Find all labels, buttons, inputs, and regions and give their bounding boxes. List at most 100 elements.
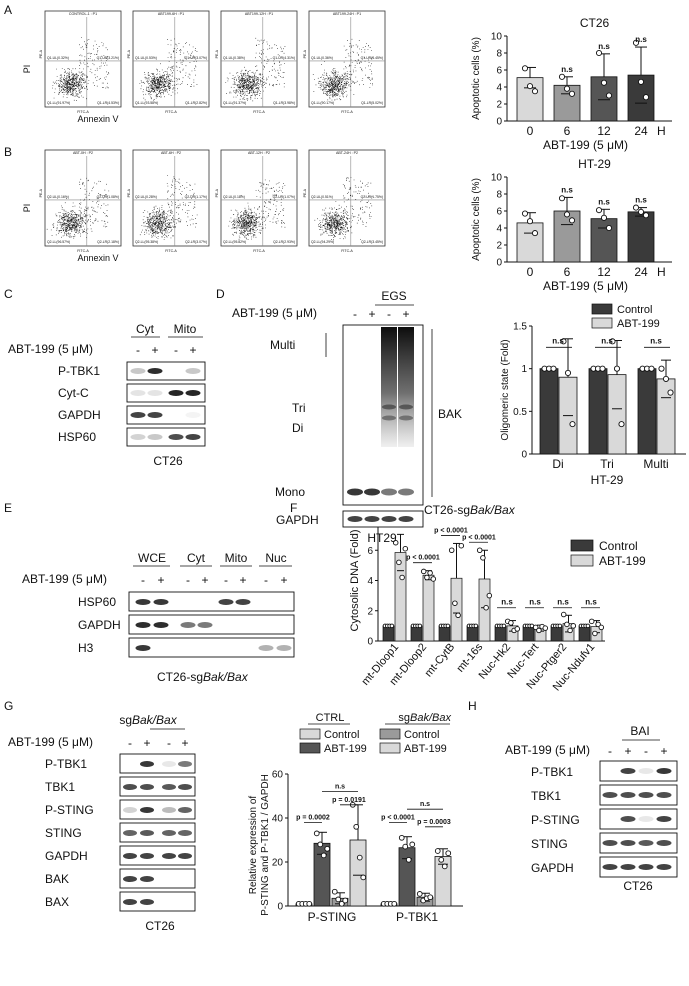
- quadrant-lr-label: Q2-LR(3.07%): [185, 240, 207, 244]
- blot-g-row-label: BAK: [45, 872, 69, 886]
- B-bar-point: [637, 208, 645, 215]
- flow-scatter-events: [314, 177, 373, 241]
- G-sig-label: p = 0.0191: [332, 797, 366, 804]
- G-point: [353, 823, 360, 830]
- G-point: [438, 856, 445, 863]
- blot-h-row-label: P-TBK1: [531, 765, 573, 779]
- F-point: [508, 620, 514, 626]
- G-legend-label: ABT-199: [324, 743, 367, 755]
- flow-y-axis-label: PE-A: [39, 49, 43, 58]
- G-point: [320, 852, 327, 859]
- panel-letter-a: A: [4, 3, 12, 17]
- F-point: [445, 623, 451, 629]
- G-bar-y-tick-label: 20: [272, 858, 284, 869]
- blot-d-band-gapdh: [381, 516, 397, 522]
- panel-letter-b: B: [4, 145, 12, 159]
- G-legend-group-sg: sg: [398, 712, 410, 724]
- B-bar-point: [526, 218, 534, 225]
- D-x-tick-label: Di: [552, 457, 563, 471]
- panel-letter-d: D: [216, 287, 225, 301]
- blot-g-band: [178, 761, 192, 767]
- blot-g-row-box: [119, 891, 196, 912]
- blot-c-band: [185, 390, 201, 396]
- F-bar-mt-16s-1: [478, 578, 491, 642]
- B-bar-y-label: Apoptotic cells (%): [471, 178, 482, 261]
- D-sig-label: n.s: [552, 336, 564, 345]
- blot-d-label-di: Di: [292, 421, 303, 435]
- blot-h-sign: +: [660, 744, 667, 758]
- A-bar-x-tick-label: 6: [564, 124, 571, 138]
- D-legend-label: Control: [617, 304, 652, 316]
- F-point: [532, 624, 539, 631]
- F-point: [560, 611, 567, 618]
- D-point: [560, 338, 567, 345]
- B-bar-x-tick-label: 12: [597, 265, 611, 279]
- B-bar-point: [605, 224, 613, 232]
- blot-e-row-label: H3: [78, 641, 94, 655]
- G-sig-label: p < 0.0001: [381, 814, 415, 821]
- blot-e-header-mito: Mito: [225, 551, 248, 565]
- flow-y-axis-label: PE-A: [303, 49, 307, 58]
- B-bar-sig-label: n.s: [598, 197, 610, 206]
- blot-h-band: [656, 816, 672, 822]
- blot-h-row-box: [599, 808, 678, 830]
- flow-plot-0-1: ABT199-6H : P1 Q1-UL(0.53%) Q1-UR(3.07%) Q1…: [127, 10, 210, 114]
- blot-c-header-mito: Mito: [174, 322, 197, 336]
- blot-g-band: [123, 899, 137, 905]
- blot-g-treatment-label: ABT-199 (5 μM): [8, 735, 93, 749]
- G-legend-swatch: [379, 742, 401, 754]
- blot-e-treatment-label: ABT-199 (5 μM): [22, 572, 107, 586]
- blot-e-sign: -: [264, 573, 268, 587]
- blot-g-row-label: P-STING: [45, 803, 94, 817]
- F-point: [501, 623, 507, 629]
- flow-plot-1-3: ABT-24H : P2 Q2-UL(0.51%) Q2-UR(1.75%) Q2-L…: [303, 149, 386, 253]
- G-bar-P-STING-3: [349, 839, 367, 907]
- G-point: [313, 830, 320, 837]
- blot-e-row-label: GAPDH: [78, 618, 121, 632]
- B-bar-x-tick-label: 0: [527, 265, 534, 279]
- D-x-tick-label: Tri: [600, 457, 614, 471]
- F-bar-mt-16s-0: [466, 625, 479, 642]
- flow-plot-0-3: ABT199-24H : P1 Q1-UL(0.36%) Q1-UR(4.45%) Q…: [303, 10, 386, 114]
- flow-plot-header: ABT-12H : P2: [248, 151, 270, 155]
- F-point: [399, 574, 405, 581]
- blot-e-band: [276, 645, 292, 651]
- blot-d-label-tri: Tri: [292, 401, 306, 415]
- A-bar-x-label: ABT-199 (5 μM): [543, 138, 628, 152]
- flow-scatter-events: [228, 179, 286, 240]
- flow-scatter-events: [139, 38, 198, 101]
- A-bar-point: [595, 49, 603, 57]
- D-point: [667, 389, 674, 396]
- blot-c-sign: +: [189, 343, 196, 357]
- F-sig-label: p < 0.0001: [462, 534, 496, 541]
- F-bar-y-tick-label: 2: [367, 606, 373, 617]
- blot-c-band: [147, 434, 163, 440]
- flow-x-axis-label: FITC-A: [341, 249, 353, 253]
- A-bar-x-unit: H: [657, 124, 666, 138]
- D-bar-y-tick-label: 1: [521, 364, 527, 375]
- A-bar-point: [642, 94, 650, 101]
- G-point: [331, 888, 338, 895]
- blot-c-row-label: HSP60: [58, 430, 96, 444]
- blot-h-band: [656, 840, 672, 846]
- D-bar-Di-0: [539, 368, 559, 455]
- quadrant-ur-label: Q1-UR(3.07%): [185, 56, 207, 60]
- panel-letter-e: E: [4, 501, 12, 515]
- G-point: [405, 856, 412, 863]
- F-point: [483, 604, 489, 611]
- blot-g-band: [140, 761, 154, 767]
- D-bar-Tri-1: [607, 374, 627, 455]
- flow-scatter-events: [46, 177, 110, 239]
- blot-c-footer: CT26: [153, 454, 183, 468]
- B-bar-point: [642, 212, 650, 219]
- B-bar-x-tick-label: 24: [634, 265, 648, 279]
- blot-d-band-gapdh: [347, 516, 363, 522]
- F-point: [476, 547, 483, 554]
- blot-e-sign: +: [239, 573, 246, 587]
- F-point: [567, 627, 573, 634]
- blot-h-band: [656, 768, 672, 774]
- F-bar-mt-Dloop2-1: [422, 574, 435, 642]
- flow-x-axis-label: FITC-A: [77, 110, 89, 114]
- blot-e-row-box: [128, 591, 295, 612]
- D-point: [550, 365, 557, 372]
